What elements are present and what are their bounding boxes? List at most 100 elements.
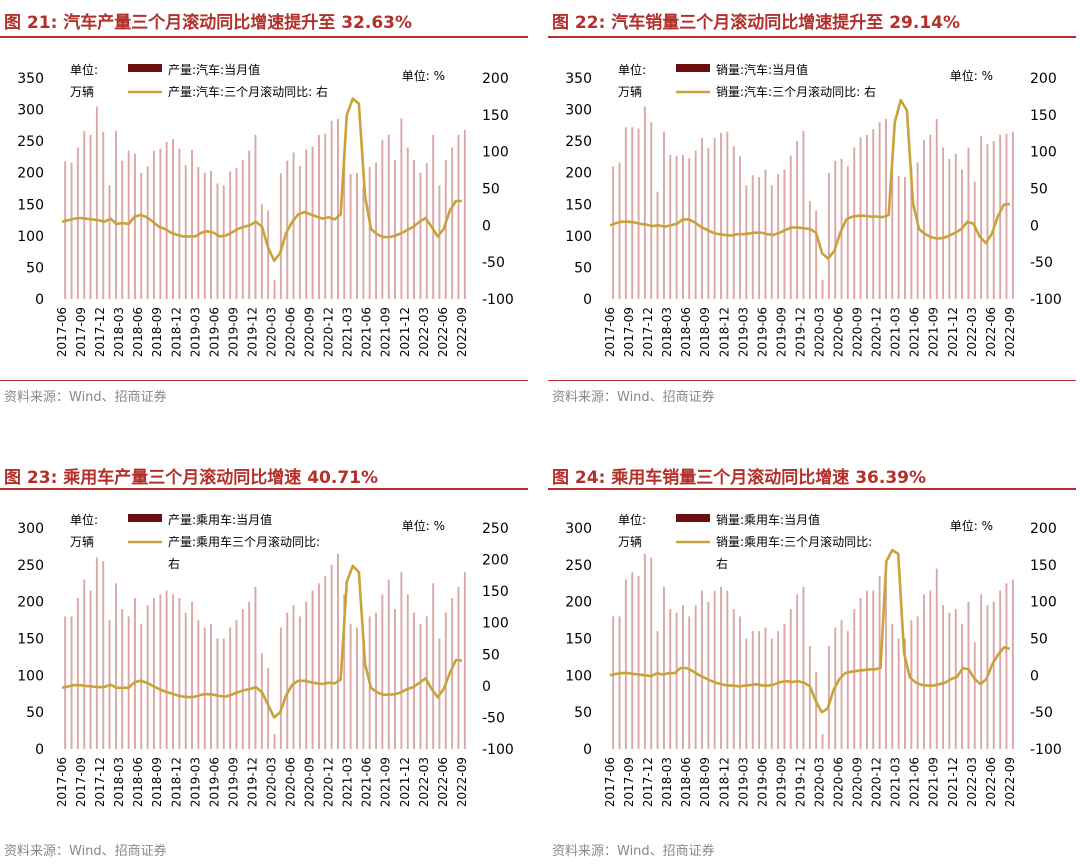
- series-line: [609, 548, 1011, 714]
- bar: [656, 631, 659, 749]
- x-tick: 2020-12: [322, 757, 336, 807]
- bar: [305, 601, 308, 749]
- legend-bar-label: 产量:汽车:当月值: [168, 62, 260, 77]
- bar: [707, 148, 710, 299]
- right-unit-label: 单位: %: [402, 518, 445, 533]
- bar: [381, 139, 384, 299]
- bar: [992, 141, 995, 299]
- series-line: [609, 98, 1011, 260]
- x-tick: 2019-12: [793, 757, 807, 807]
- y-tick-right: 200: [482, 553, 509, 569]
- bar: [134, 153, 136, 299]
- bar: [197, 620, 200, 749]
- bar: [127, 616, 130, 749]
- bar: [203, 172, 206, 299]
- x-tick: 2019-06: [755, 757, 769, 807]
- bar: [457, 586, 460, 749]
- bar: [675, 612, 678, 749]
- chart-title: 图 22: 汽车销量三个月滚动同比增速提升至 29.14%: [552, 13, 961, 33]
- x-tick: 2019-06: [755, 307, 769, 357]
- y-tick-left: 300: [565, 103, 592, 119]
- x-tick: 2021-12: [398, 757, 412, 807]
- bar: [292, 605, 295, 749]
- bar: [764, 627, 767, 749]
- bar: [846, 166, 849, 299]
- bar: [726, 131, 729, 299]
- y-tick-left: 250: [565, 558, 592, 574]
- x-tick: 2018-03: [660, 307, 674, 357]
- bar: [618, 616, 621, 749]
- bar: [821, 280, 824, 299]
- bar: [83, 131, 86, 299]
- bar: [942, 605, 944, 749]
- bar: [191, 150, 193, 299]
- y-tick-left: 100: [17, 229, 44, 245]
- x-tick: 2021-09: [927, 757, 941, 807]
- bar: [910, 166, 913, 299]
- bar: [663, 586, 665, 749]
- x-tick: 2018-06: [679, 307, 693, 357]
- x-tick: 2022-06: [984, 757, 998, 807]
- y-tick-left: 100: [17, 668, 44, 684]
- bar: [298, 616, 301, 749]
- bar: [140, 623, 143, 749]
- bar: [140, 172, 143, 299]
- x-tick: 2018-06: [131, 307, 145, 357]
- bar: [394, 160, 396, 299]
- bar: [643, 106, 646, 300]
- bar: [637, 128, 640, 299]
- bar: [451, 147, 454, 299]
- bar: [682, 605, 684, 749]
- y-tick-left: 0: [583, 292, 592, 308]
- right-unit-label: 单位: %: [950, 518, 993, 533]
- x-tick: 2020-06: [284, 757, 298, 807]
- bar: [121, 609, 124, 749]
- y-tick-right: -100: [482, 292, 514, 308]
- bar: [463, 572, 466, 749]
- y-tick-right: 250: [482, 521, 509, 537]
- y-tick-left: 150: [565, 632, 592, 648]
- x-tick: 2020-12: [870, 307, 884, 357]
- x-tick: 2018-09: [150, 757, 164, 807]
- bar: [980, 136, 983, 299]
- bar: [115, 583, 117, 750]
- y-tick-left: 200: [565, 595, 592, 611]
- bar: [324, 133, 327, 299]
- bar: [362, 186, 365, 299]
- left-unit-label: 单位:: [618, 62, 646, 77]
- x-tick: 2018-03: [112, 757, 126, 807]
- bar: [745, 638, 748, 749]
- bar: [815, 210, 818, 299]
- bar: [808, 645, 811, 749]
- bottom-rule: [548, 380, 1076, 381]
- x-tick: 2017-06: [55, 757, 69, 807]
- legend-bar-label: 销量:汽车:当月值: [716, 62, 808, 77]
- x-tick: 2018-09: [698, 757, 712, 807]
- x-tick: 2021-06: [908, 757, 922, 807]
- x-tick: 2018-03: [112, 307, 126, 357]
- bar: [375, 162, 377, 299]
- bar: [89, 590, 92, 749]
- bar: [973, 181, 976, 299]
- bar: [618, 162, 621, 299]
- x-tick: 2022-06: [436, 307, 450, 357]
- x-tick: 2022-09: [1003, 307, 1017, 357]
- x-tick: 2018-06: [679, 757, 693, 807]
- bar: [89, 134, 92, 299]
- bar: [337, 553, 339, 749]
- x-tick: 2018-12: [717, 757, 731, 807]
- x-tick: 2017-06: [603, 757, 617, 807]
- y-tick-right: 100: [482, 616, 509, 632]
- bar: [910, 620, 913, 749]
- bar: [701, 590, 703, 749]
- bar: [789, 609, 792, 749]
- bar: [815, 671, 818, 749]
- legend-bar-swatch: [676, 64, 710, 72]
- bar: [235, 620, 238, 749]
- y-tick-left: 250: [17, 558, 44, 574]
- bar: [451, 598, 454, 749]
- bar: [853, 147, 856, 299]
- x-tick: 2017-09: [74, 757, 88, 807]
- bar: [980, 594, 983, 749]
- bar: [260, 204, 263, 299]
